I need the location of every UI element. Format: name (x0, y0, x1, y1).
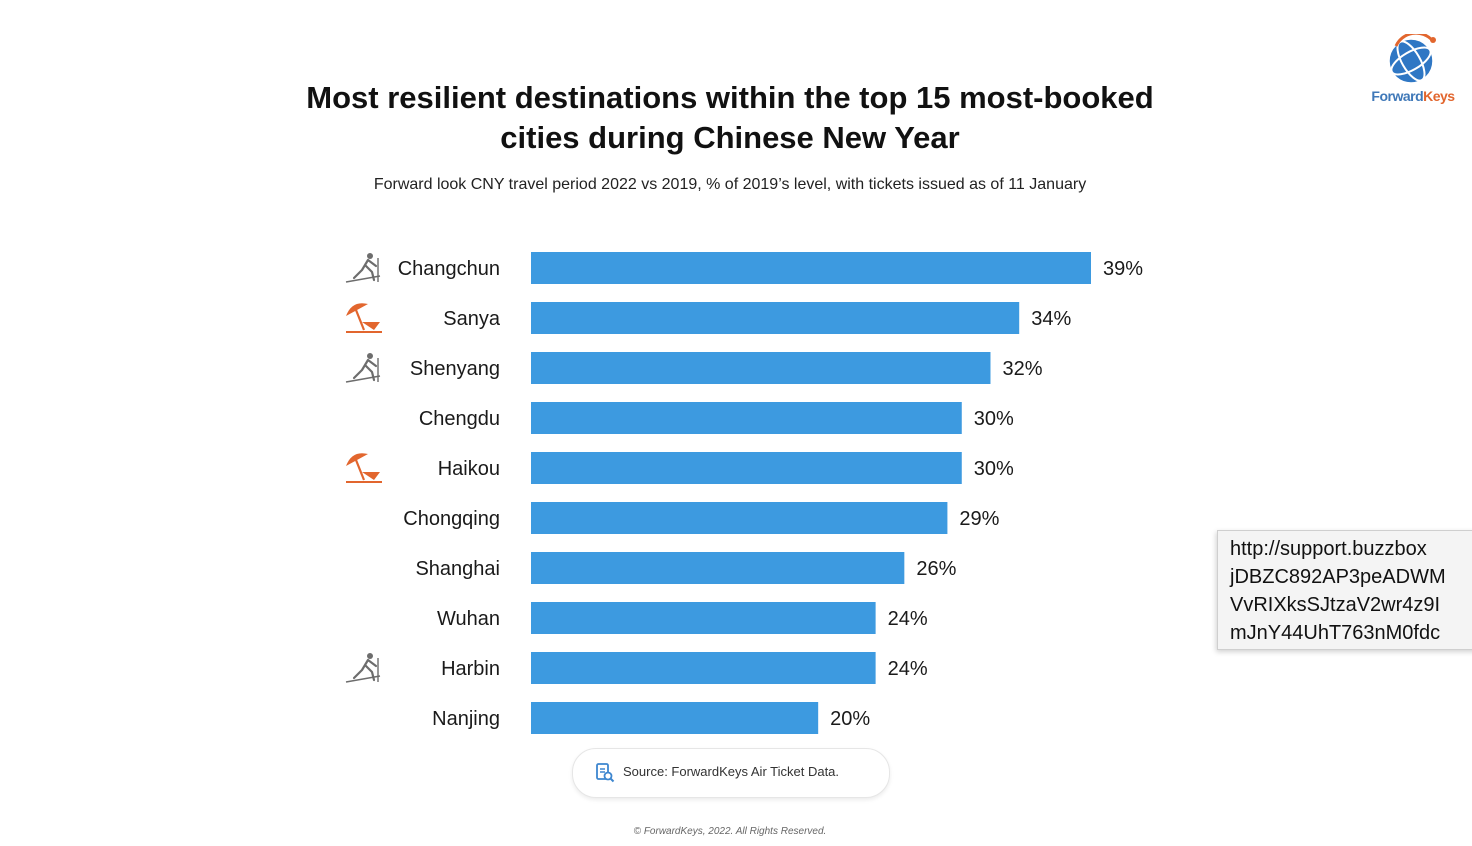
bar-changchun (531, 252, 1091, 284)
value-label: 32% (1002, 358, 1042, 380)
tooltip-line: VvRIXksSJtzaV2wr4z9I (1230, 594, 1441, 616)
category-label: Haikou (438, 458, 500, 480)
bar-chengdu (531, 402, 962, 434)
skier-icon (345, 353, 381, 383)
skier-icon-head (367, 353, 373, 359)
tooltip-line: jDBZC892AP3peADWM (1230, 566, 1446, 588)
chart-subtitle: Forward look CNY travel period 2022 vs 2… (373, 176, 1087, 193)
copyright-text: © ForwardKeys, 2022. All Rights Reserved… (633, 826, 827, 837)
category-label: Nanjing (432, 708, 500, 730)
category-label: Chengdu (419, 408, 500, 430)
category-label: Harbin (441, 658, 500, 680)
skier-icon-ski (345, 675, 381, 683)
document-icon (596, 763, 615, 783)
bar-nanjing (531, 702, 819, 734)
logo-text-accent: Keys (1423, 88, 1455, 104)
logo-text-main: Forward (1371, 88, 1424, 104)
skier-icon-ski (345, 275, 381, 283)
bar-harbin (531, 652, 876, 684)
value-label: 24% (888, 658, 928, 680)
category-label: Changchun (398, 258, 500, 280)
chart-title: Most resilient destinations within the t… (200, 78, 1260, 158)
bar-wuhan (531, 602, 876, 634)
beach-umbrella-icon-pole (354, 309, 366, 331)
forwardkeys-logo: ForwardKeys (1368, 34, 1458, 114)
value-label: 34% (1031, 308, 1071, 330)
beach-umbrella-icon (346, 303, 382, 333)
bar-haikou (531, 452, 962, 484)
beach-umbrella-icon-pole (354, 459, 366, 481)
skier-icon (345, 653, 381, 683)
value-label: 20% (830, 708, 870, 730)
source-note: Source: ForwardKeys Air Ticket Data. (572, 748, 890, 798)
value-label: 30% (974, 458, 1014, 480)
skier-icon (345, 253, 381, 283)
chart-title-line-2: cities during Chinese New Year (500, 120, 960, 155)
category-label: Shanghai (415, 558, 500, 580)
category-label: Shenyang (410, 358, 500, 380)
chart-title-line-1: Most resilient destinations within the t… (306, 80, 1154, 115)
category-label: Chongqing (403, 508, 500, 530)
logo-text: ForwardKeys (1368, 88, 1458, 104)
beach-umbrella-icon (346, 453, 382, 483)
skier-icon-head (367, 653, 373, 659)
skier-icon-head (367, 253, 373, 259)
source-text: Source: ForwardKeys Air Ticket Data. (623, 764, 840, 779)
skier-icon-ski (345, 375, 381, 383)
bar-shanghai (531, 552, 905, 584)
bar-sanya (531, 302, 1020, 334)
value-label: 24% (888, 608, 928, 630)
tooltip-line: http://support.buzzbox (1230, 538, 1427, 560)
beach-umbrella-icon-chair (362, 322, 380, 330)
value-label: 30% (974, 408, 1014, 430)
globe-icon (1388, 34, 1436, 84)
url-tooltip: http://support.buzzbox jDBZC892AP3peADWM… (1217, 530, 1472, 650)
category-label: Sanya (443, 308, 501, 330)
category-label: Wuhan (437, 608, 500, 630)
bar-shenyang (531, 352, 991, 384)
value-label: 29% (959, 508, 999, 530)
tooltip-line: mJnY44UhT763nM0fdc (1230, 622, 1441, 644)
beach-umbrella-icon-chair (362, 472, 380, 480)
bar-chongqing (531, 502, 948, 534)
value-label: 26% (916, 558, 956, 580)
value-label: 39% (1103, 258, 1143, 280)
